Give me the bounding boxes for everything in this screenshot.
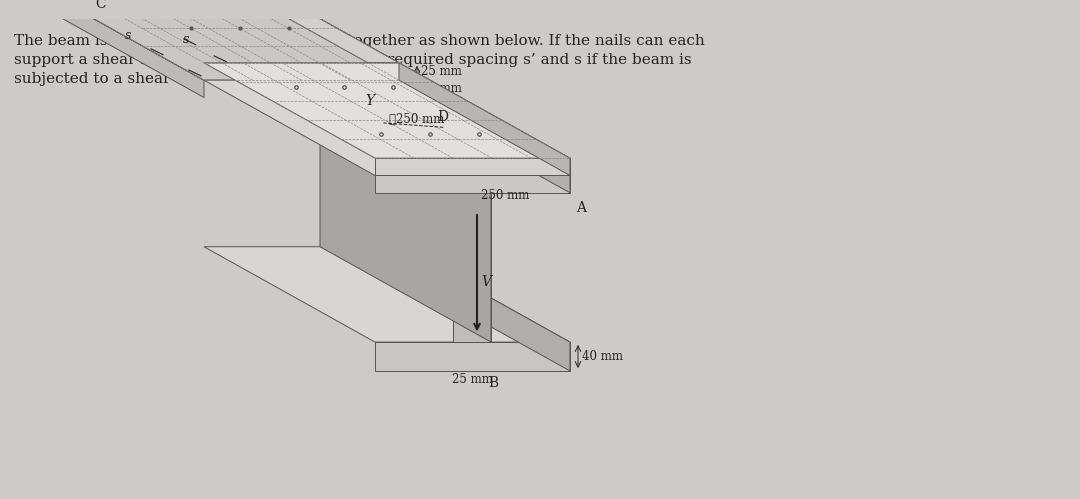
Polygon shape xyxy=(375,176,570,193)
Text: 50 mm: 50 mm xyxy=(421,128,462,141)
Polygon shape xyxy=(375,342,570,371)
Text: C: C xyxy=(95,0,106,11)
Text: subjected to a shear of V = 3.5 kN.: subjected to a shear of V = 3.5 kN. xyxy=(14,72,283,86)
Text: V: V xyxy=(481,275,491,289)
Polygon shape xyxy=(0,0,399,80)
Text: B: B xyxy=(488,376,498,390)
Polygon shape xyxy=(0,0,399,63)
Polygon shape xyxy=(0,0,399,63)
Text: 250 mm: 250 mm xyxy=(481,190,529,203)
Polygon shape xyxy=(320,97,491,342)
Polygon shape xyxy=(282,97,491,193)
Polygon shape xyxy=(71,6,399,80)
Text: D: D xyxy=(437,110,449,124)
Polygon shape xyxy=(399,63,570,176)
Polygon shape xyxy=(399,80,570,193)
Text: s: s xyxy=(183,33,189,46)
Polygon shape xyxy=(0,0,204,97)
Text: 25 mm: 25 mm xyxy=(421,82,462,95)
Text: A: A xyxy=(576,201,586,215)
Polygon shape xyxy=(399,247,570,371)
Polygon shape xyxy=(453,193,491,342)
Polygon shape xyxy=(375,158,570,176)
Polygon shape xyxy=(0,0,399,80)
Text: support a shear force of 500 N, determine their required spacing s’ and s if the: support a shear force of 500 N, determin… xyxy=(14,53,691,67)
Text: Y: Y xyxy=(365,94,375,108)
Text: The beam is made from four boards nailed together as shown below. If the nails c: The beam is made from four boards nailed… xyxy=(14,34,705,48)
Text: s: s xyxy=(125,29,132,42)
Text: 25 mm: 25 mm xyxy=(451,373,492,386)
Text: ∅250 mm: ∅250 mm xyxy=(389,113,444,126)
Polygon shape xyxy=(204,63,570,158)
Polygon shape xyxy=(71,0,399,63)
Polygon shape xyxy=(71,0,204,80)
Polygon shape xyxy=(204,80,570,176)
Text: 40 mm: 40 mm xyxy=(582,350,623,363)
Polygon shape xyxy=(204,247,570,342)
Text: 25 mm: 25 mm xyxy=(421,65,462,78)
